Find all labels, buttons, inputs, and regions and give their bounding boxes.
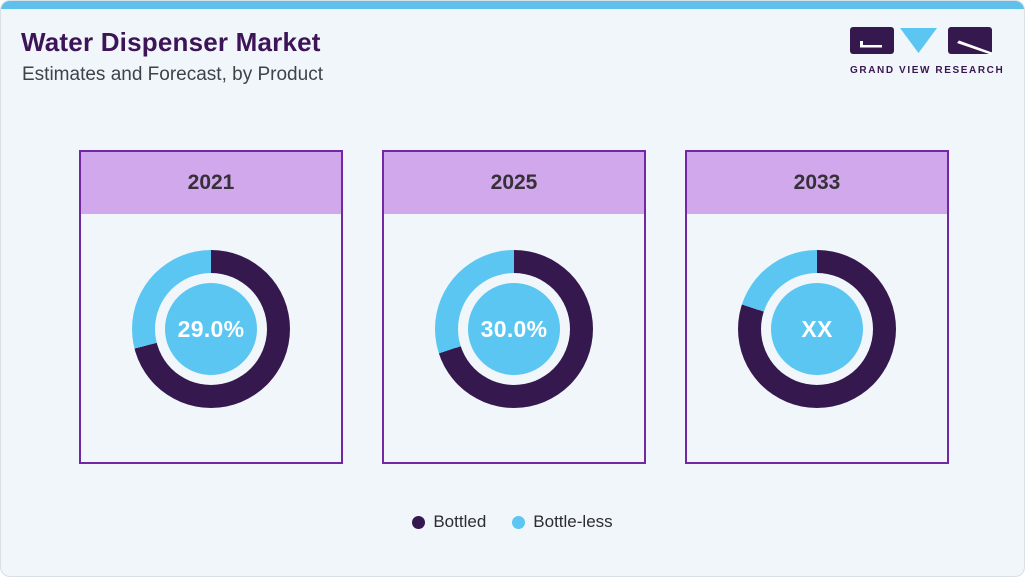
donut-chart-2033: XX — [738, 250, 896, 408]
panel-year-label: 2025 — [384, 152, 644, 214]
brand-logo-text: GRAND VIEW RESEARCH — [850, 65, 1005, 76]
panel-2021: 2021 29.0% — [79, 150, 343, 464]
brand-logo: GRAND VIEW RESEARCH — [850, 27, 1005, 76]
gvr-logo-icon — [850, 27, 992, 55]
donut-gap-ring: 29.0% — [155, 273, 267, 385]
panel-year-label: 2033 — [687, 152, 947, 214]
donut-chart-2025: 30.0% — [435, 250, 593, 408]
panel-year-label: 2021 — [81, 152, 341, 214]
header: Water Dispenser Market Estimates and For… — [21, 27, 323, 86]
donut-center-value: 30.0% — [468, 283, 560, 375]
bottle-less-dot-icon — [512, 515, 526, 529]
legend-label: Bottled — [433, 512, 487, 531]
legend-item-bottle-less: Bottle-less — [512, 512, 613, 532]
donut-chart-2021: 29.0% — [132, 250, 290, 408]
panel-body: XX — [687, 214, 947, 408]
bottled-dot-icon — [412, 515, 426, 529]
panel-body: 29.0% — [81, 214, 341, 408]
panel-body: 30.0% — [384, 214, 644, 408]
donut-center-value: 29.0% — [165, 283, 257, 375]
donut-center-value: XX — [771, 283, 863, 375]
page-subtitle: Estimates and Forecast, by Product — [22, 64, 323, 85]
accent-top-bar — [1, 1, 1024, 9]
legend-label: Bottle-less — [533, 512, 613, 531]
donut-gap-ring: 30.0% — [458, 273, 570, 385]
panel-2025: 2025 30.0% — [382, 150, 646, 464]
donut-gap-ring: XX — [761, 273, 873, 385]
panel-2033: 2033 XX — [685, 150, 949, 464]
chart-panels: 2021 29.0% 2025 30.0% 2033 — [79, 150, 949, 464]
page-title: Water Dispenser Market — [21, 27, 321, 57]
chart-legend: Bottled Bottle-less — [1, 512, 1024, 532]
legend-item-bottled: Bottled — [412, 512, 486, 532]
